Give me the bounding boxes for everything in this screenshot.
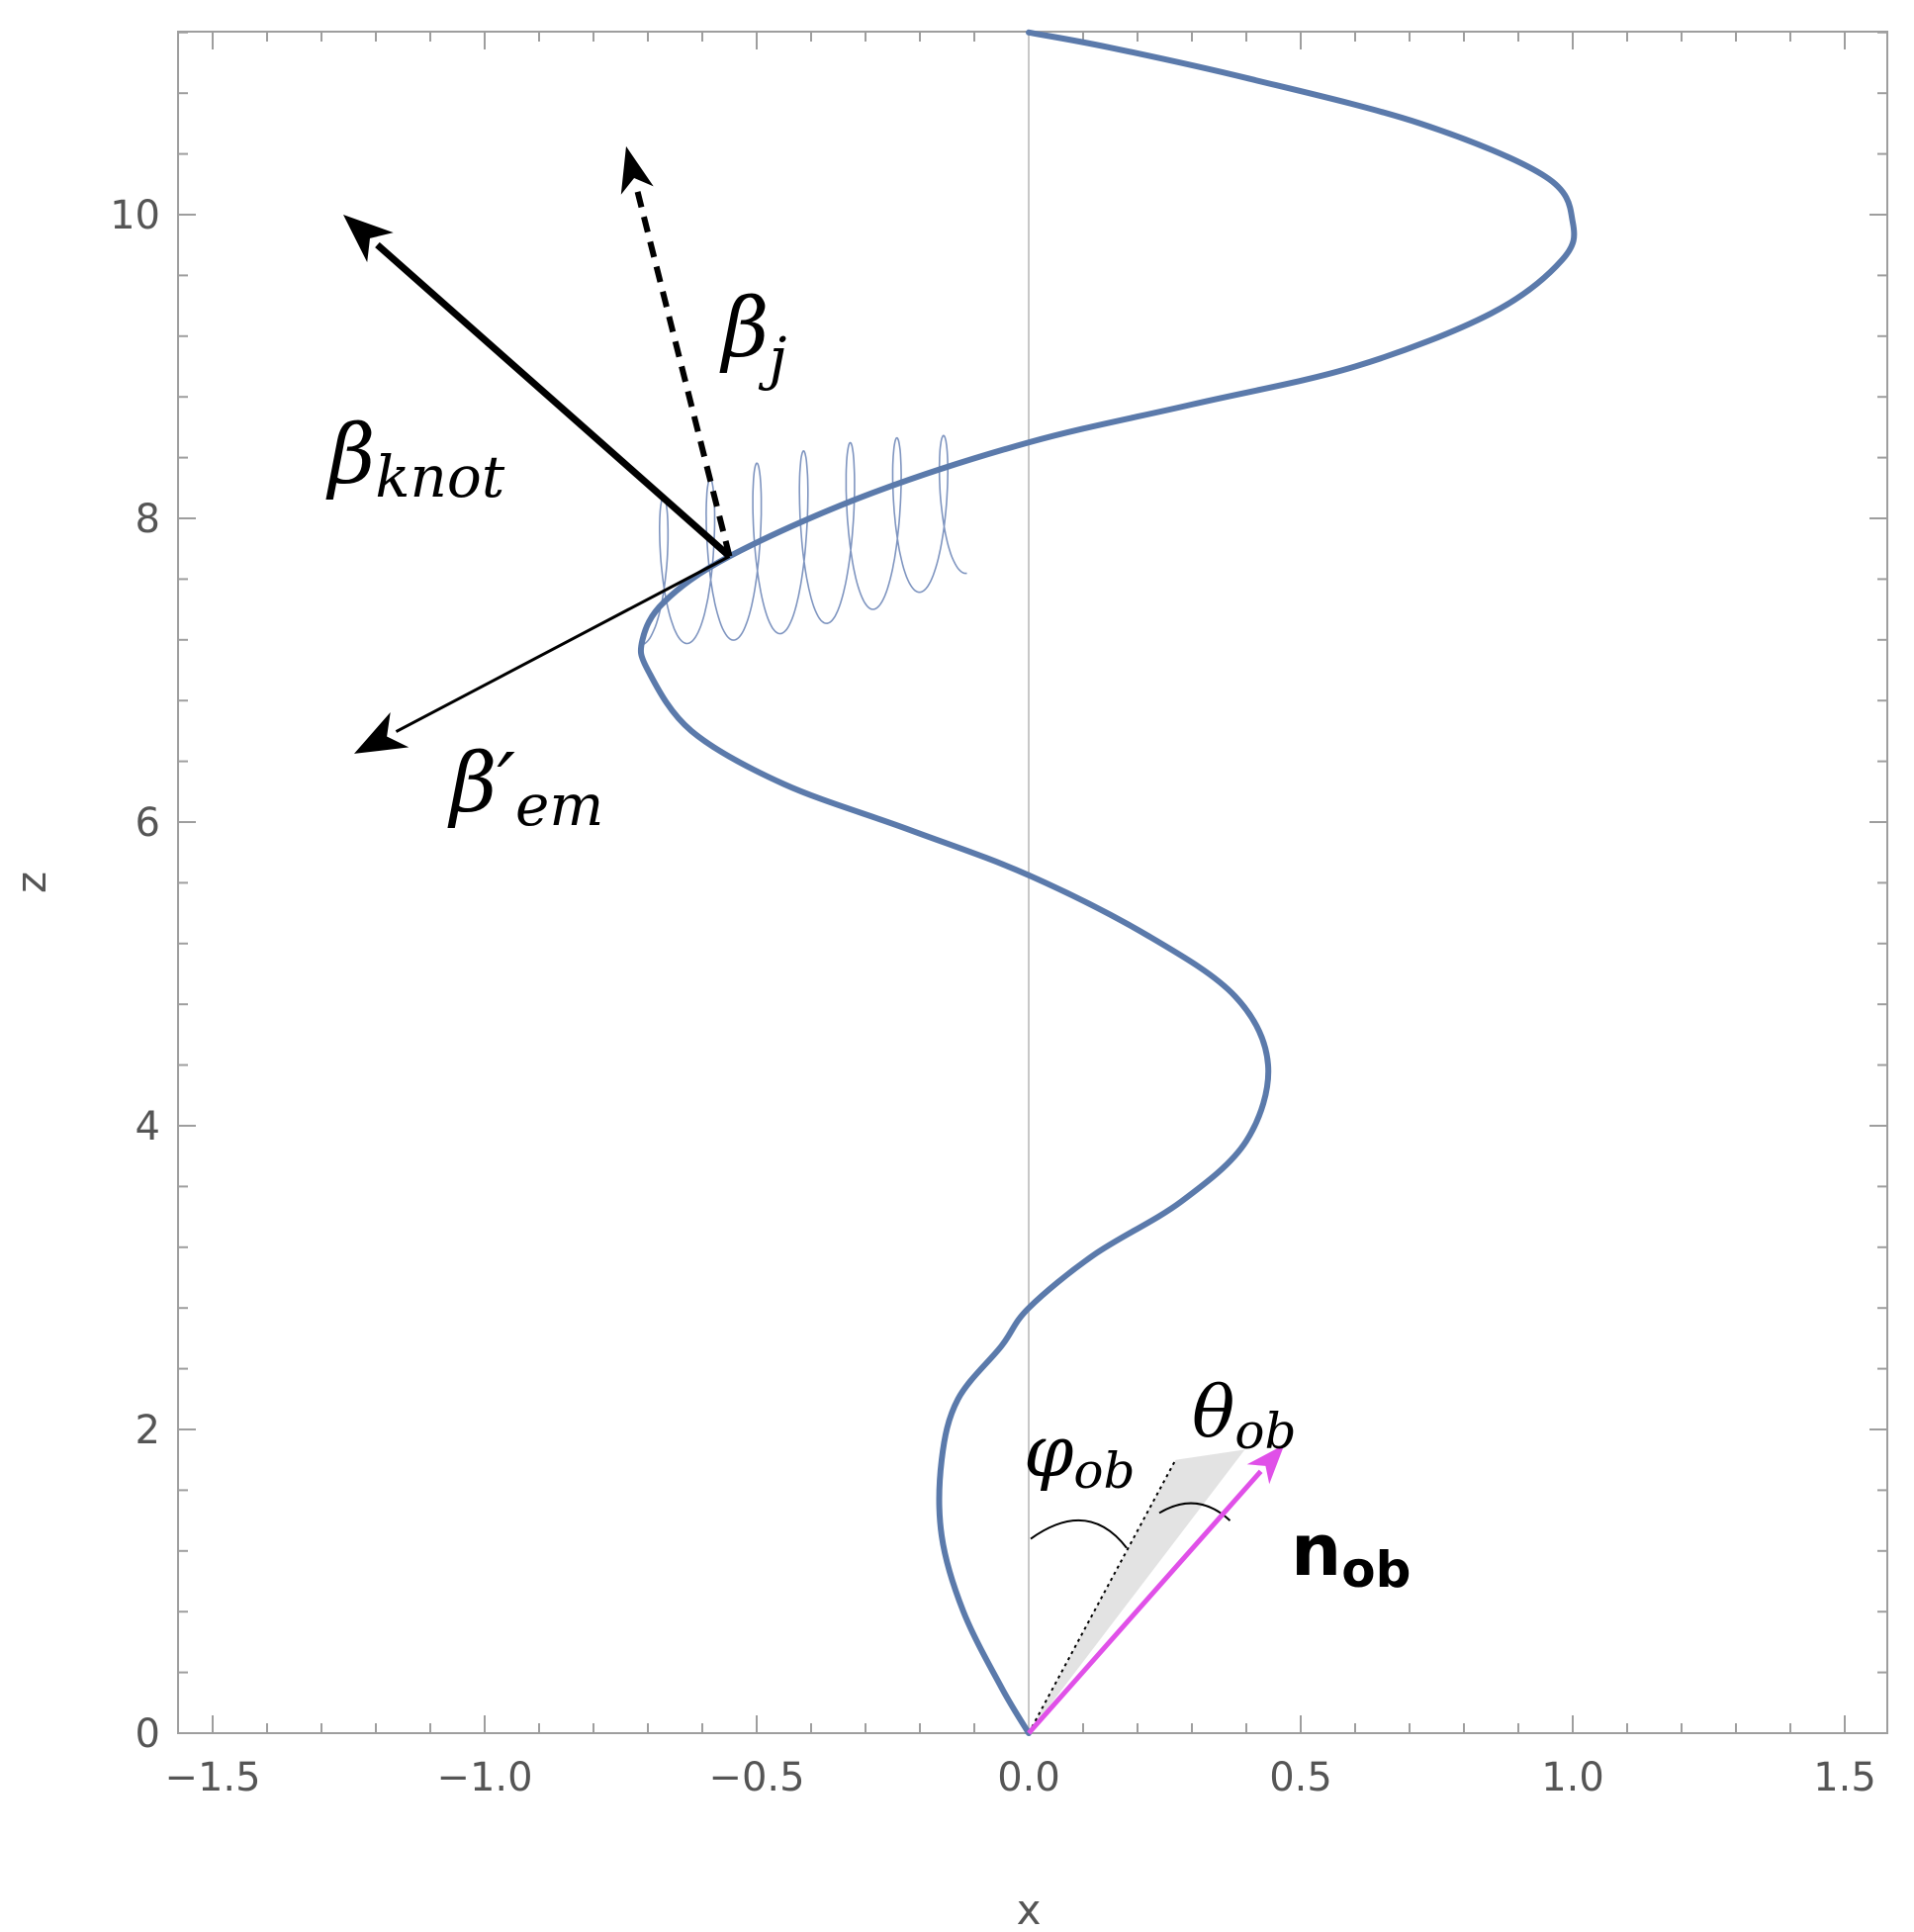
y-tick-label: 0 xyxy=(136,1711,160,1757)
beta-em-arrow-head xyxy=(354,712,410,754)
beta-j-arrow-head xyxy=(620,145,654,195)
x-tick-label: −1.0 xyxy=(436,1755,532,1800)
x-axis-label: x xyxy=(1017,1886,1042,1932)
y-tick-label: 8 xyxy=(136,497,160,542)
theta-ob-label: θob xyxy=(1192,1370,1296,1460)
y-tick-label: 6 xyxy=(136,800,160,846)
x-tick-label: 0.0 xyxy=(997,1755,1060,1800)
y-axis-label: z xyxy=(7,872,55,893)
jet-trajectory-line xyxy=(637,29,1578,1736)
beta-knot-arrow-shaft xyxy=(375,241,732,559)
phi-ob-label: φob xyxy=(1024,1410,1136,1500)
phi-angle-arc xyxy=(1030,1518,1128,1549)
y-tick-label: 2 xyxy=(136,1408,160,1453)
arrow-layer xyxy=(343,145,1285,1735)
observer-angle-wedge xyxy=(1029,1449,1245,1733)
beta-em-label: β′em xyxy=(447,737,603,839)
n-ob-arrow-shaft xyxy=(1027,1469,1263,1735)
series-layer xyxy=(637,29,1578,1736)
plot-frame xyxy=(177,31,1888,1734)
n-ob-arrow-head xyxy=(1246,1444,1285,1485)
knot-spiral xyxy=(640,434,967,646)
beta-knot-arrow-head xyxy=(343,215,394,263)
x-tick-label: −0.5 xyxy=(708,1755,804,1800)
x-tick-label: −1.5 xyxy=(164,1755,260,1800)
beta-em-arrow-shaft xyxy=(395,555,731,733)
beta-j-arrow-shaft xyxy=(633,185,733,558)
x-axis-ticks: −1.5 −1.0 −0.5 0.0 0.5 1.0 1.5 xyxy=(164,32,1876,1800)
n-ob-label: nob xyxy=(1291,1509,1411,1599)
x-tick-label: 1.5 xyxy=(1813,1755,1876,1800)
beta-j-label: βj xyxy=(719,282,786,392)
beta-knot-label: βknot xyxy=(325,409,505,510)
y-tick-label: 4 xyxy=(136,1104,160,1150)
x-tick-label: 1.0 xyxy=(1541,1755,1604,1800)
x-tick-label: 0.5 xyxy=(1269,1755,1332,1800)
y-tick-label: 10 xyxy=(110,193,160,238)
observer-projection-line xyxy=(1028,1459,1177,1734)
y-axis-ticks: 0 2 4 6 8 10 xyxy=(110,31,1887,1757)
